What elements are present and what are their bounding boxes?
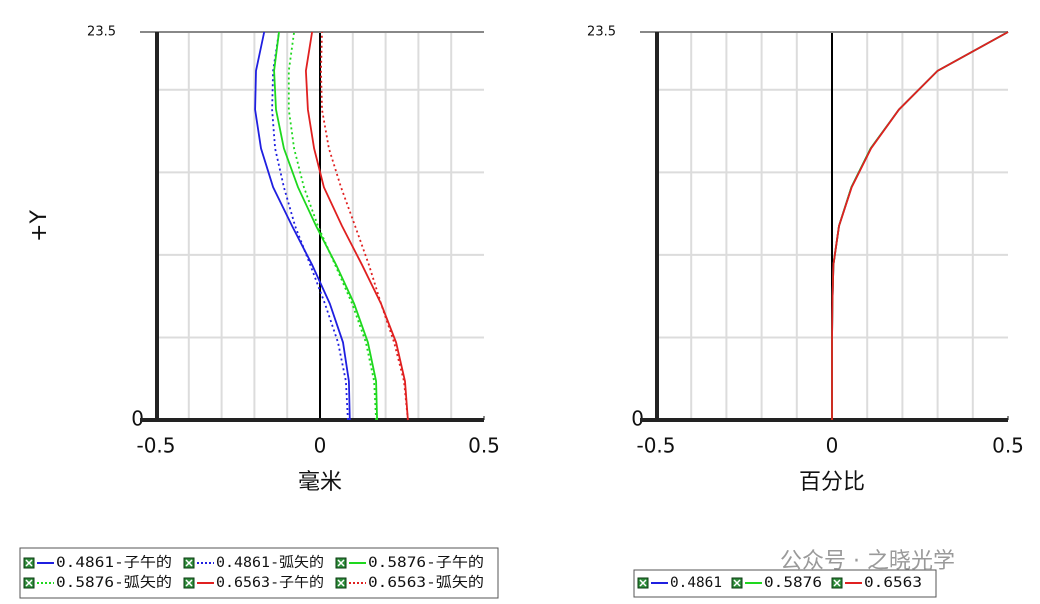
legend-checkbox-mark (25, 559, 33, 567)
legend-checkbox-mark (185, 559, 193, 567)
legend-label: 0.5876 (764, 575, 822, 591)
legend-label: 0.4861-子午的 (56, 555, 172, 571)
x-tick-label: -0.5 (636, 434, 675, 458)
legend-label: 0.4861-弧矢的 (216, 555, 324, 571)
y-axis-label: +Y (27, 210, 52, 242)
legend-checkbox-mark (733, 579, 741, 587)
legend-box (19, 547, 499, 599)
legend-label: 0.5876-弧矢的 (56, 575, 172, 591)
line-series (831, 31, 1009, 420)
legend-checkbox-mark (337, 559, 345, 567)
legend-checkbox-mark (833, 579, 841, 587)
x-tick-label: 0 (826, 434, 839, 458)
legend-checkbox-mark (337, 579, 345, 587)
line-series (320, 31, 409, 421)
watermark: 公众号 · 之晓光学 (780, 549, 955, 574)
x-axis-label: 毫米 (298, 470, 342, 495)
legend-label: 0.6563 (864, 575, 922, 591)
legend-label: 0.6563-子午的 (216, 575, 324, 591)
legend-checkbox-mark (25, 579, 33, 587)
line-series (254, 31, 351, 421)
y-tick-label: 0 (131, 407, 144, 431)
legend-box (633, 569, 937, 598)
x-tick-label: 0.5 (468, 434, 500, 458)
line-series (287, 31, 377, 421)
x-axis-label: 百分比 (799, 470, 865, 495)
legend-label: 0.5876-子午的 (368, 555, 484, 571)
legend-label: 0.6563-弧矢的 (368, 575, 484, 591)
legend-checkbox-mark (639, 579, 647, 587)
y-tick-label: 23.5 (87, 25, 116, 40)
line-series (304, 31, 409, 421)
line-series (271, 31, 349, 421)
y-tick-label: 23.5 (587, 25, 616, 40)
line-series (273, 31, 378, 421)
legend-label: 0.4861 (670, 575, 722, 591)
y-tick-label: 0 (631, 407, 644, 431)
x-tick-label: 0.5 (992, 434, 1024, 458)
x-tick-label: 0 (314, 434, 327, 458)
x-tick-label: -0.5 (136, 434, 175, 458)
legend-checkbox-mark (185, 579, 193, 587)
